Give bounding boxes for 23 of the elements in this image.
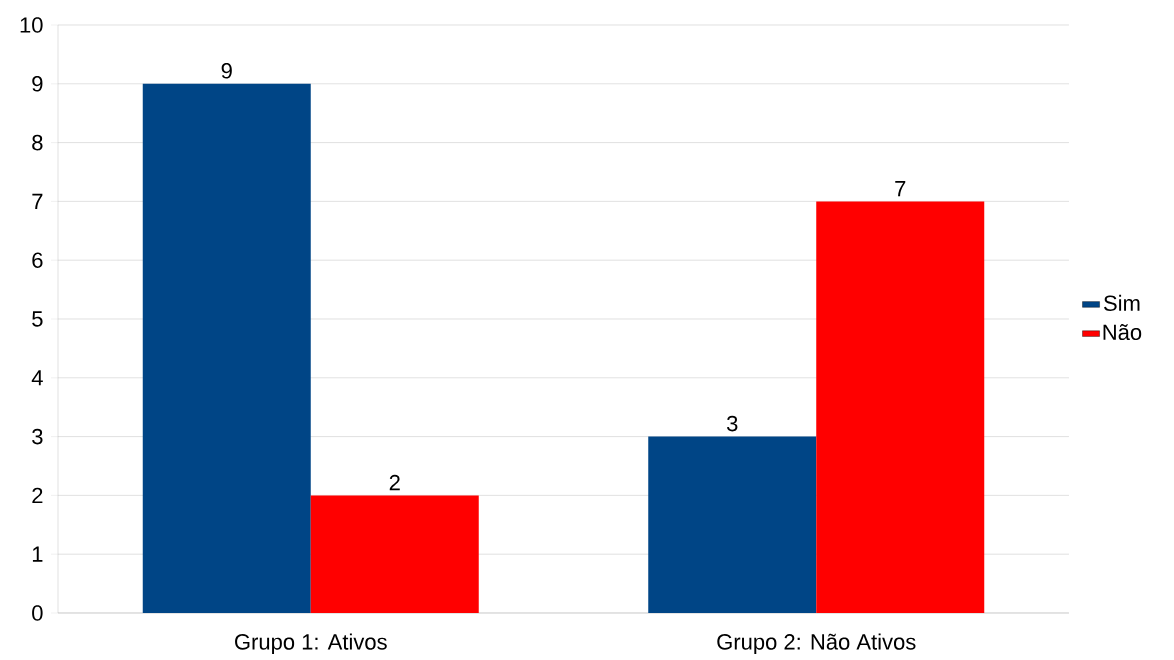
x-tick-label: Grupo 2: Não Ativos (717, 633, 916, 655)
data-label: 9 (221, 63, 232, 79)
y-tick-label: 3 (32, 428, 43, 445)
y-tick-label: 0 (32, 605, 43, 621)
legend-label: Sim (1104, 294, 1140, 311)
y-tick-label: 1 (32, 546, 43, 562)
bar (816, 201, 985, 613)
bar (310, 495, 479, 613)
legend-label: Não (1103, 324, 1142, 341)
y-tick-label: 10 (20, 17, 43, 33)
y-tick-label: 6 (32, 252, 43, 268)
y-tick-label: 9 (32, 75, 43, 92)
y-tick-label: 8 (32, 134, 43, 151)
bar (142, 83, 311, 613)
data-label: 3 (726, 415, 738, 432)
x-tick-label: Grupo 1: Ativos (235, 633, 387, 655)
data-label: 2 (389, 474, 400, 491)
y-tick-label: 5 (32, 311, 43, 327)
data-label: 7 (895, 181, 906, 197)
y-tick-label: 2 (32, 487, 43, 504)
y-tick-label: 4 (31, 370, 43, 386)
bar (648, 436, 817, 613)
y-tick-label: 7 (32, 193, 43, 209)
